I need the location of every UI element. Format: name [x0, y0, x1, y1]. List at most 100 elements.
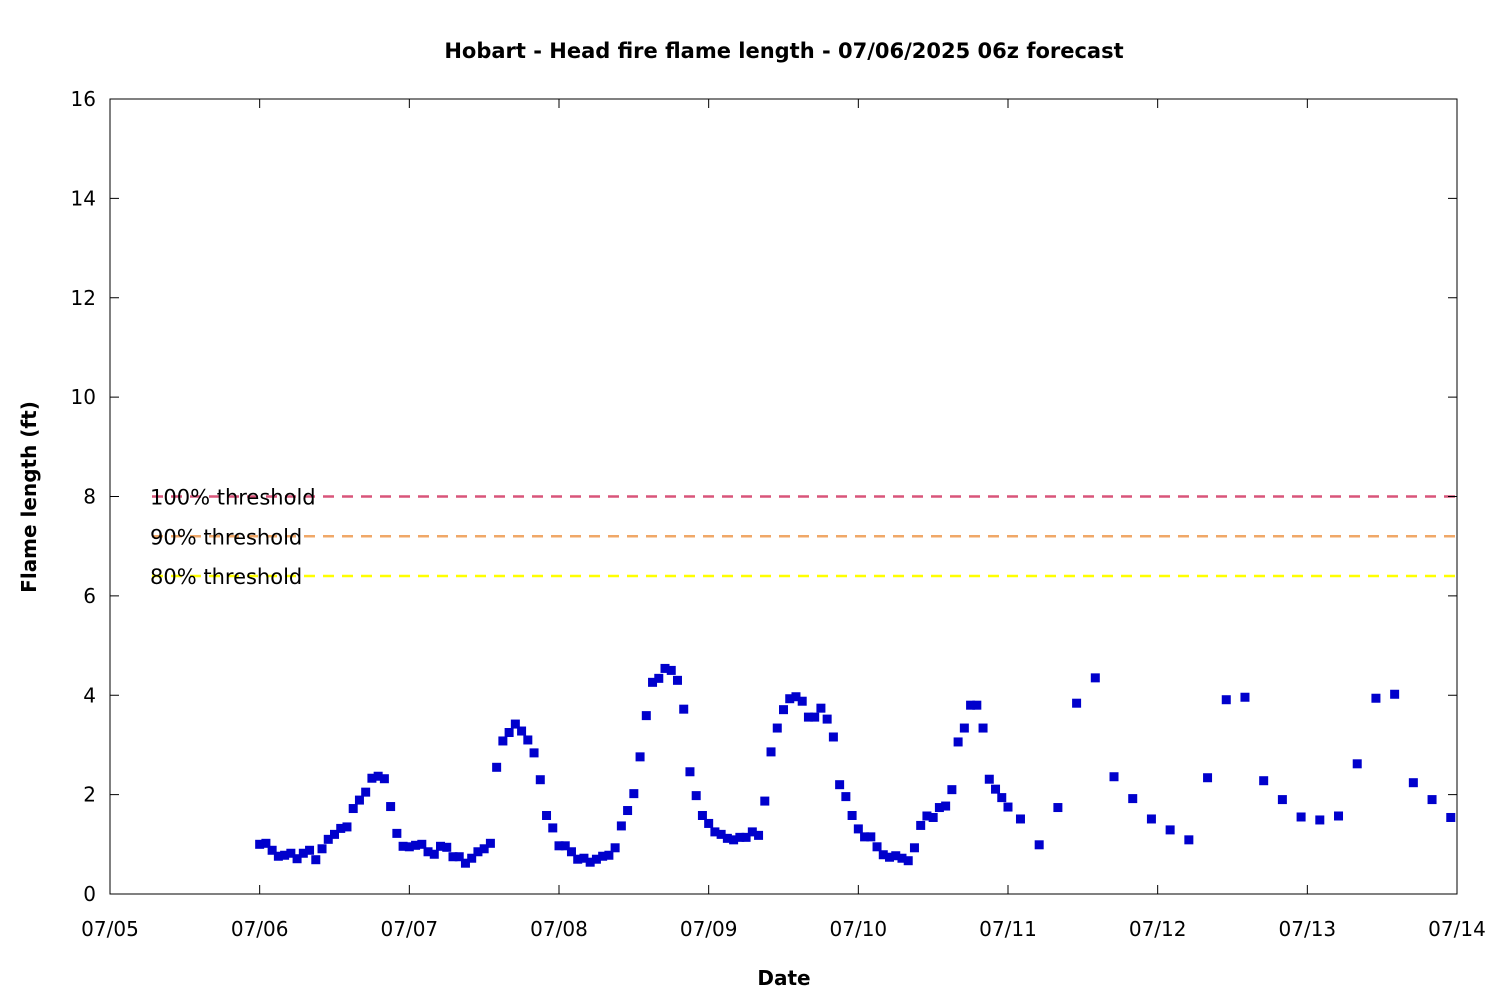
data-point	[554, 841, 564, 851]
data-point	[853, 824, 863, 834]
x-tick-label: 07/11	[979, 917, 1037, 941]
data-point	[448, 852, 458, 862]
data-point	[1296, 812, 1306, 822]
y-tick-label: 10	[71, 385, 96, 409]
x-tick-label: 07/07	[381, 917, 439, 941]
data-point	[560, 841, 570, 851]
data-point	[298, 848, 308, 858]
data-point	[1015, 814, 1025, 824]
y-tick-label: 8	[83, 485, 96, 509]
data-point	[610, 843, 620, 853]
data-point	[436, 841, 446, 851]
chart-title: Hobart - Head fire flame length - 07/06/…	[444, 39, 1123, 63]
data-point	[878, 850, 888, 860]
data-point	[336, 823, 346, 833]
data-point	[997, 793, 1007, 803]
data-point	[897, 853, 907, 863]
threshold-lines: 100% threshold 90% threshold 80% threshold	[150, 486, 1457, 589]
data-point	[598, 851, 608, 861]
data-point	[504, 728, 514, 738]
data-point	[847, 810, 857, 820]
data-point	[323, 834, 333, 844]
data-point	[941, 801, 951, 811]
data-point	[510, 719, 520, 729]
data-point	[467, 853, 477, 863]
data-point	[860, 832, 870, 842]
data-point	[984, 774, 994, 784]
x-tick-label: 07/05	[81, 917, 139, 941]
data-point	[816, 703, 826, 713]
y-axis-label: Flame length (ft)	[17, 401, 41, 593]
data-point	[729, 835, 739, 845]
x-tick-label: 07/14	[1428, 917, 1486, 941]
data-point	[972, 700, 982, 710]
data-point	[1334, 811, 1344, 821]
data-point	[1128, 794, 1138, 804]
data-point	[523, 735, 533, 745]
data-point	[1427, 795, 1437, 805]
data-point	[1408, 778, 1418, 788]
data-point	[1315, 815, 1325, 825]
threshold-label: 90% threshold	[150, 525, 302, 549]
data-point	[959, 723, 969, 733]
data-point	[828, 732, 838, 742]
data-point	[872, 842, 882, 852]
y-tick-label: 6	[83, 584, 96, 608]
data-point	[791, 692, 801, 702]
data-point	[716, 829, 726, 839]
data-point	[722, 833, 732, 843]
data-point	[691, 791, 701, 801]
data-point	[354, 795, 364, 805]
data-point	[947, 785, 957, 795]
data-point	[317, 844, 327, 854]
x-tick-label: 07/06	[231, 917, 289, 941]
data-point	[311, 855, 321, 865]
data-point	[498, 736, 508, 746]
data-point	[342, 822, 352, 832]
data-point	[822, 714, 832, 724]
data-point	[367, 773, 377, 783]
data-point	[866, 832, 876, 842]
x-tick-label: 07/12	[1129, 917, 1187, 941]
data-point	[286, 848, 296, 858]
x-tick-label: 07/10	[830, 917, 888, 941]
data-point	[966, 700, 976, 710]
data-point	[1352, 759, 1362, 769]
data-point	[1072, 698, 1082, 708]
data-point	[255, 839, 265, 849]
data-point	[841, 792, 851, 802]
data-point	[361, 787, 371, 797]
x-tick-label: 07/09	[680, 917, 738, 941]
data-point	[779, 705, 788, 715]
data-point	[735, 832, 745, 842]
data-point	[267, 845, 277, 855]
data-point	[417, 839, 427, 849]
data-point	[492, 762, 502, 772]
data-point	[704, 818, 714, 828]
data-point	[348, 804, 358, 814]
data-point	[934, 803, 944, 813]
data-point	[623, 806, 633, 816]
y-tick-label: 16	[71, 87, 96, 111]
data-point	[803, 712, 813, 722]
data-point	[754, 830, 764, 840]
data-point	[760, 796, 770, 806]
data-point	[1184, 835, 1194, 845]
data-point	[542, 810, 552, 820]
data-point	[1240, 692, 1250, 702]
data-point	[747, 827, 757, 837]
data-point	[679, 704, 689, 714]
data-point	[442, 842, 452, 852]
data-point	[641, 711, 651, 721]
data-point	[1034, 840, 1044, 850]
data-point	[648, 677, 658, 687]
data-point	[953, 737, 963, 747]
data-point	[604, 850, 614, 860]
data-point	[1165, 825, 1175, 835]
data-point	[392, 828, 402, 838]
data-point	[529, 748, 539, 758]
data-point	[305, 845, 315, 855]
data-point	[697, 810, 707, 820]
data-point	[672, 675, 682, 685]
data-point	[1371, 693, 1381, 703]
